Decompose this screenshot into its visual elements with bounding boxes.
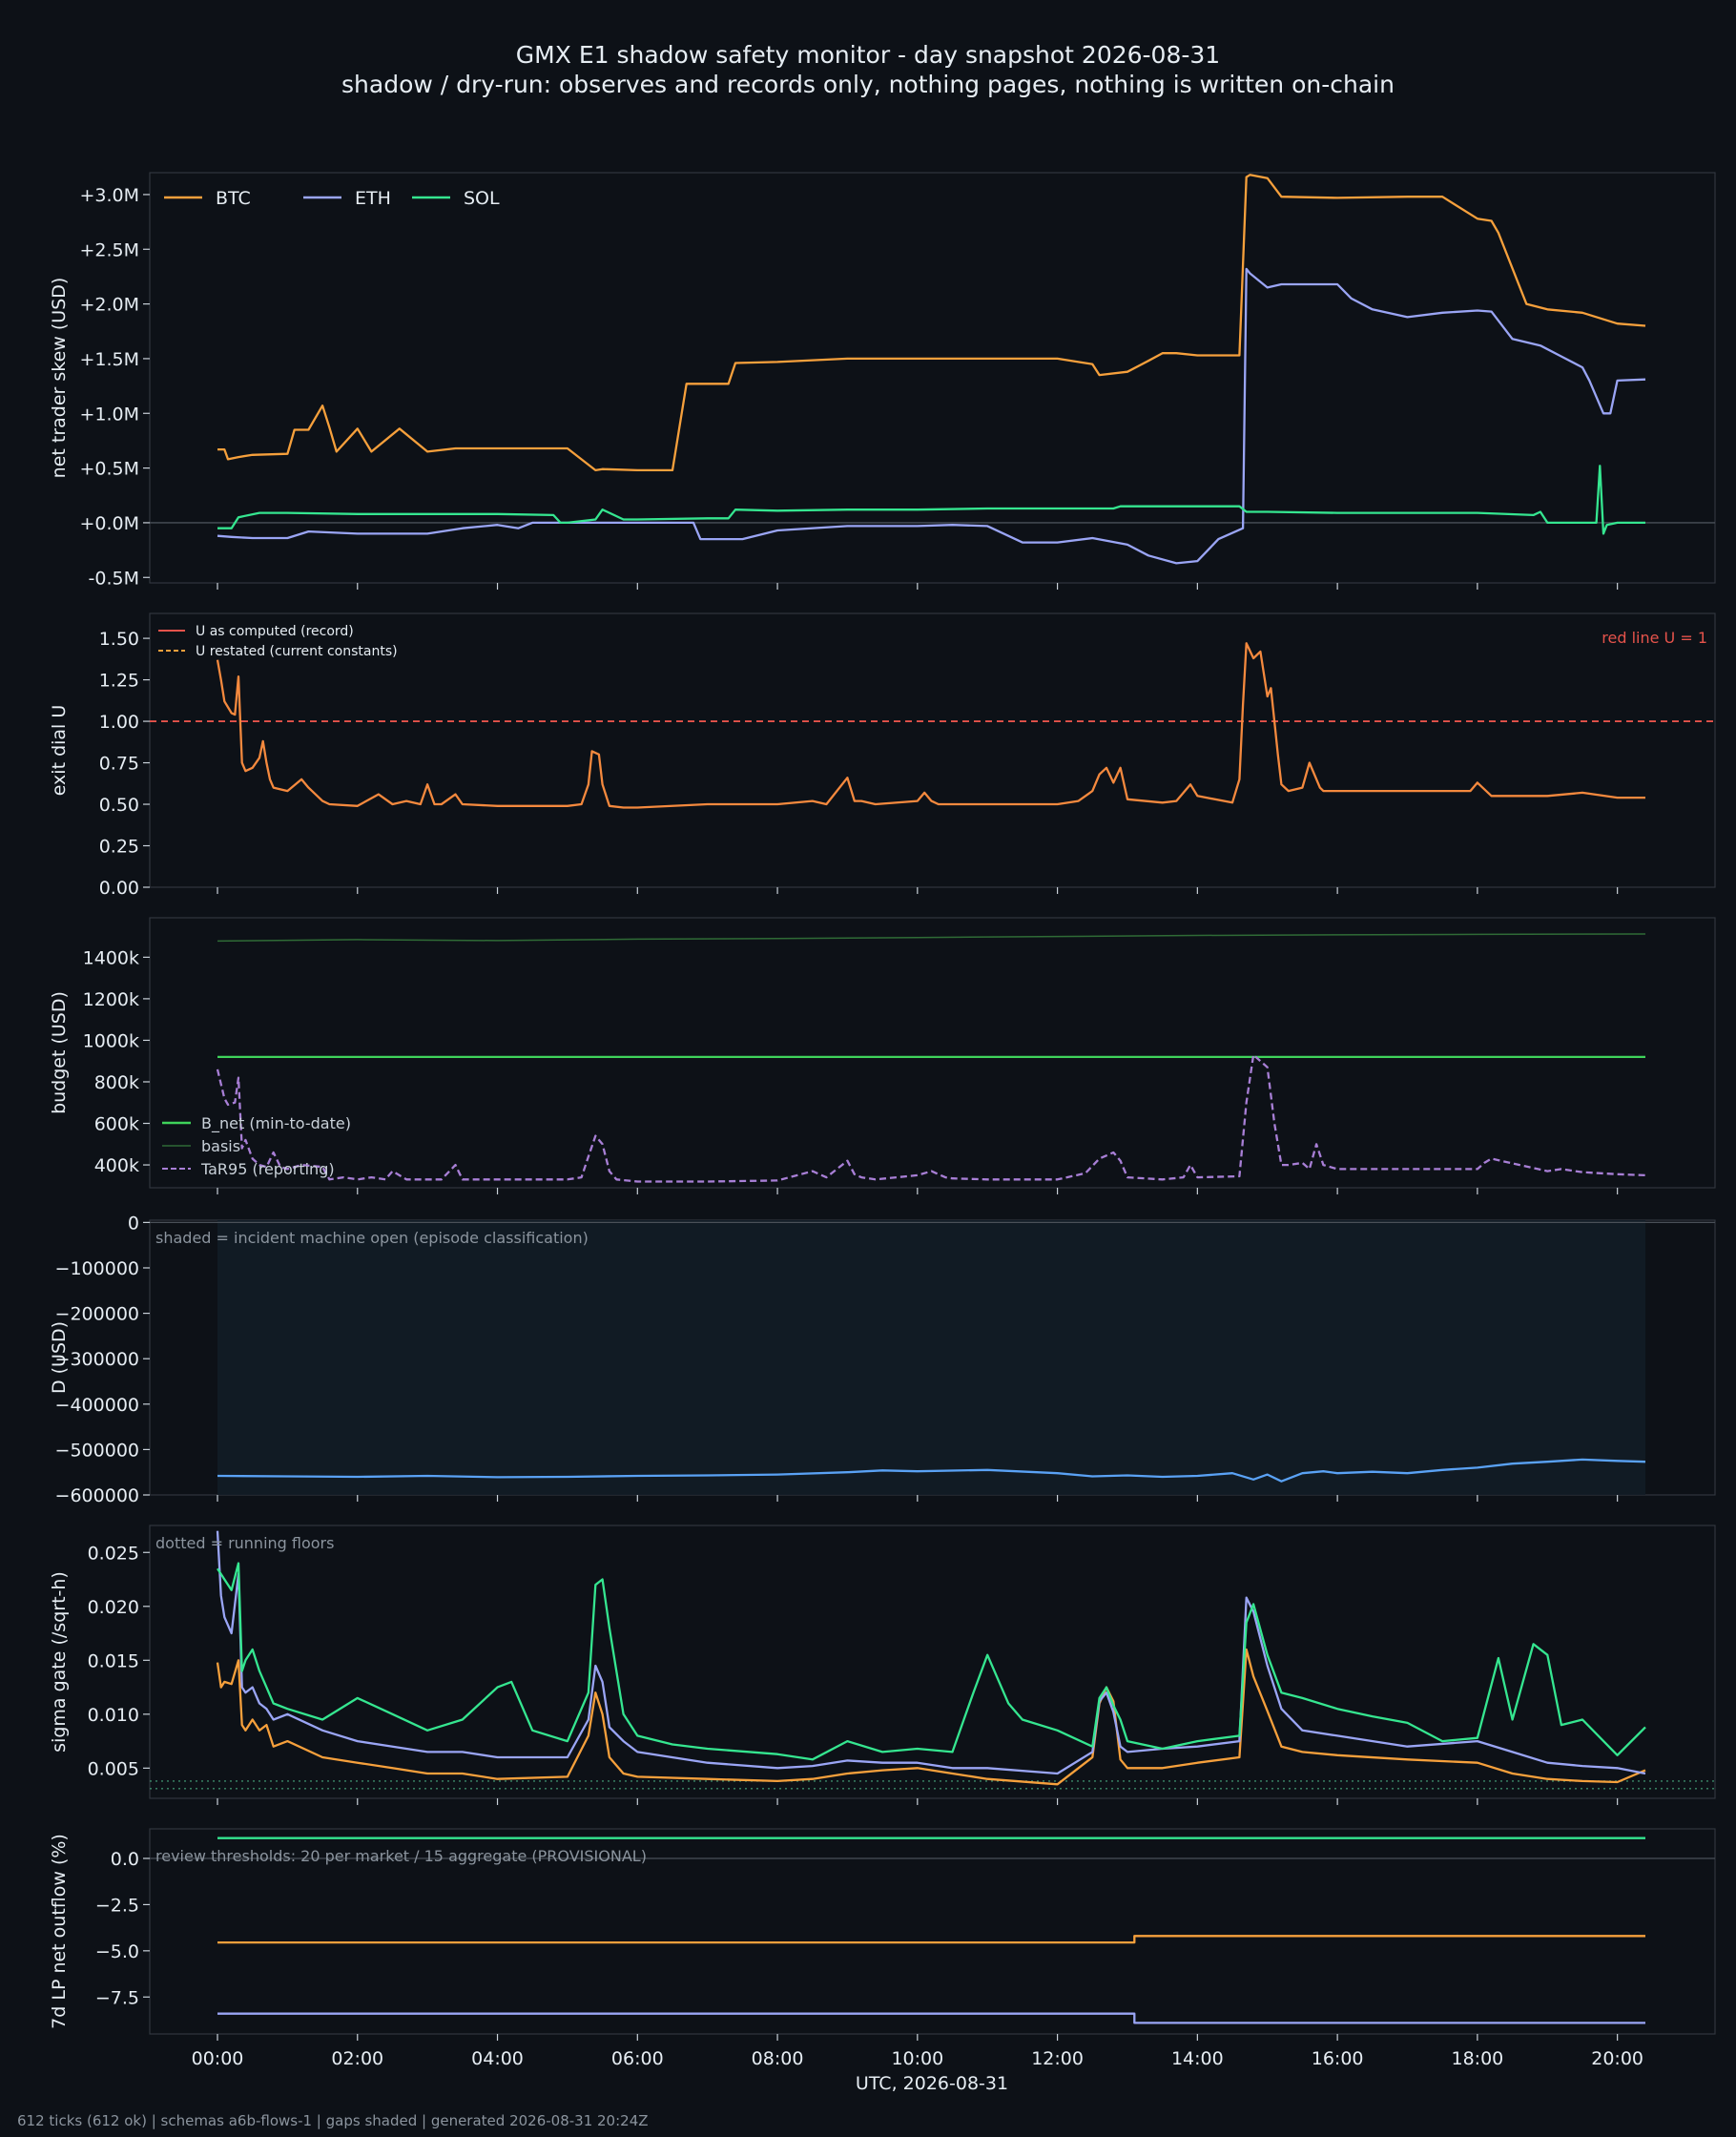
series-eth: [217, 267, 1646, 565]
y-tick-label: 600k: [94, 1114, 139, 1135]
panel-3: 400k 600k 800k 1000k 1200k 1400k budget (USD): [49, 917, 1716, 1194]
x-tick-label: 10:00: [891, 2048, 943, 2069]
legend-label: BTC: [216, 188, 251, 209]
y-tick-label: 0.50: [99, 795, 139, 816]
panel-annotation: dotted = running floors: [155, 1534, 334, 1552]
panels: -0.5M +0.0M +0.5M +1.0M +1.5M +2.0M +2.5M +3.0M…: [49, 172, 1716, 2094]
x-tick-label: 16:00: [1312, 2048, 1364, 2069]
x-tick-label: 00:00: [192, 2048, 244, 2069]
chart-title: GMX E1 shadow safety monitor - day snaps…: [516, 41, 1220, 69]
legend-label: U as computed (record): [196, 624, 354, 639]
y-tick-label: 1200k: [83, 989, 139, 1010]
y-tick-label: +2.5M: [79, 239, 139, 260]
y-tick-label: 1000k: [83, 1030, 139, 1051]
y-tick-label: 0.25: [99, 837, 139, 858]
y-axis-label: 7d LP net outflow (%): [49, 1834, 70, 2029]
series-u-as-computed-record: [216, 642, 1645, 809]
x-tick-label: 12:00: [1031, 2048, 1084, 2069]
y-tick-label: −100000: [55, 1258, 139, 1279]
red-line-annotation: red line U = 1: [1602, 629, 1707, 647]
y-axis-label: D (USD): [49, 1321, 70, 1394]
series-btc: [217, 174, 1646, 472]
legend-label: ETH: [355, 188, 391, 209]
y-tick-label: 0.015: [88, 1650, 139, 1671]
y-tick-label: −500000: [55, 1440, 139, 1461]
y-tick-label: +0.5M: [79, 459, 139, 480]
y-tick-label: −400000: [55, 1395, 139, 1416]
panel-frame: [149, 917, 1716, 1189]
y-tick-label: +1.0M: [79, 404, 139, 425]
y-axis-label: net trader skew (USD): [49, 278, 70, 479]
series-tar95-reporting: [216, 1053, 1646, 1183]
series-eth: [217, 2012, 1645, 2024]
y-tick-label: −2.5: [95, 1895, 139, 1916]
y-tick-label: 0.025: [88, 1543, 139, 1564]
series-sol: [217, 465, 1645, 535]
y-tick-label: 800k: [94, 1072, 139, 1093]
x-tick-label: 18:00: [1451, 2048, 1503, 2069]
y-tick-label: 0.005: [88, 1758, 139, 1779]
y-tick-label: −5.0: [95, 1941, 139, 1962]
y-axis-label: exit dial U: [49, 705, 70, 797]
legend-label: B_net (min-to-date): [201, 1114, 351, 1133]
x-tick-label: 14:00: [1171, 2048, 1224, 2069]
y-tick-label: +1.5M: [79, 349, 139, 370]
panel-5: 0.005 0.010 0.015 0.020 0.025 sigma gate (/sq…: [49, 1525, 1716, 1805]
y-tick-label: -0.5M: [89, 568, 139, 589]
y-tick-label: −7.5: [95, 1987, 139, 2008]
y-tick-label: 0: [128, 1213, 139, 1234]
panel-1: -0.5M +0.0M +0.5M +1.0M +1.5M +2.0M +2.5M +3.0M…: [49, 172, 1716, 590]
panel-6: −7.5 −5.0 −2.5 0.0 7d LP net outflow (%) revi…: [49, 1828, 1716, 2041]
y-axis-label: sigma gate (/sqrt-h): [49, 1571, 70, 1753]
y-tick-label: +2.0M: [79, 295, 139, 316]
y-tick-label: 400k: [94, 1155, 139, 1176]
y-tick-label: 0.0: [111, 1849, 139, 1870]
series-eth: [216, 1530, 1646, 1775]
y-axis-label: budget (USD): [49, 991, 70, 1114]
panel-4: 0 −100000 −200000 −300000 −400000 −500000 −600…: [49, 1213, 1716, 1506]
y-tick-label: 0.020: [88, 1597, 139, 1618]
series-btc: [216, 1648, 1646, 1786]
y-tick-label: +0.0M: [79, 513, 139, 534]
x-tick-label: 06:00: [611, 2048, 664, 2069]
y-tick-label: −200000: [55, 1304, 139, 1325]
panel-frame: [149, 1828, 1716, 2035]
x-tick-label: 20:00: [1591, 2048, 1643, 2069]
series-d-line: [217, 1458, 1646, 1483]
panel-2: 0.00 0.25 0.50 0.75 1.00 1.25 1.50 exit dial U r…: [49, 612, 1716, 899]
x-axis-label: UTC, 2026-08-31: [856, 2073, 1008, 2094]
y-tick-label: +3.0M: [79, 185, 139, 206]
legend-label: basis: [201, 1137, 240, 1155]
panel-frame: [149, 612, 1716, 888]
chart-subtitle: shadow / dry-run: observes and records o…: [341, 71, 1395, 98]
series-sol: [217, 1562, 1646, 1761]
panel-annotation: review thresholds: 20 per market / 15 ag…: [155, 1847, 647, 1865]
y-tick-label: −600000: [55, 1485, 139, 1506]
series-basis: [217, 933, 1646, 943]
y-tick-label: 1400k: [83, 947, 139, 968]
y-tick-label: 0.010: [88, 1705, 139, 1726]
y-tick-label: 1.25: [99, 671, 139, 692]
x-tick-label: 08:00: [752, 2048, 804, 2069]
x-tick-label: 04:00: [471, 2048, 524, 2069]
y-tick-label: 0.75: [99, 754, 139, 775]
panel-annotation: shaded = incident machine open (episode …: [155, 1229, 589, 1247]
legend-label: SOL: [464, 188, 500, 209]
panel-frame: [149, 172, 1716, 584]
series-btc: [217, 1935, 1645, 1944]
y-tick-label: 0.00: [99, 878, 139, 899]
y-tick-label: −300000: [55, 1349, 139, 1370]
x-tick-label: 02:00: [331, 2048, 383, 2069]
incident-shade: [217, 1220, 1645, 1495]
legend-label: TaR95 (reporting): [200, 1160, 335, 1178]
y-tick-label: 1.50: [99, 629, 139, 650]
legend-label: U restated (current constants): [196, 644, 398, 659]
y-tick-label: 1.00: [99, 712, 139, 733]
footer: 612 ticks (612 ok) | schemas a6b-flows-1…: [17, 2112, 649, 2129]
panel-frame: [149, 1525, 1716, 1799]
